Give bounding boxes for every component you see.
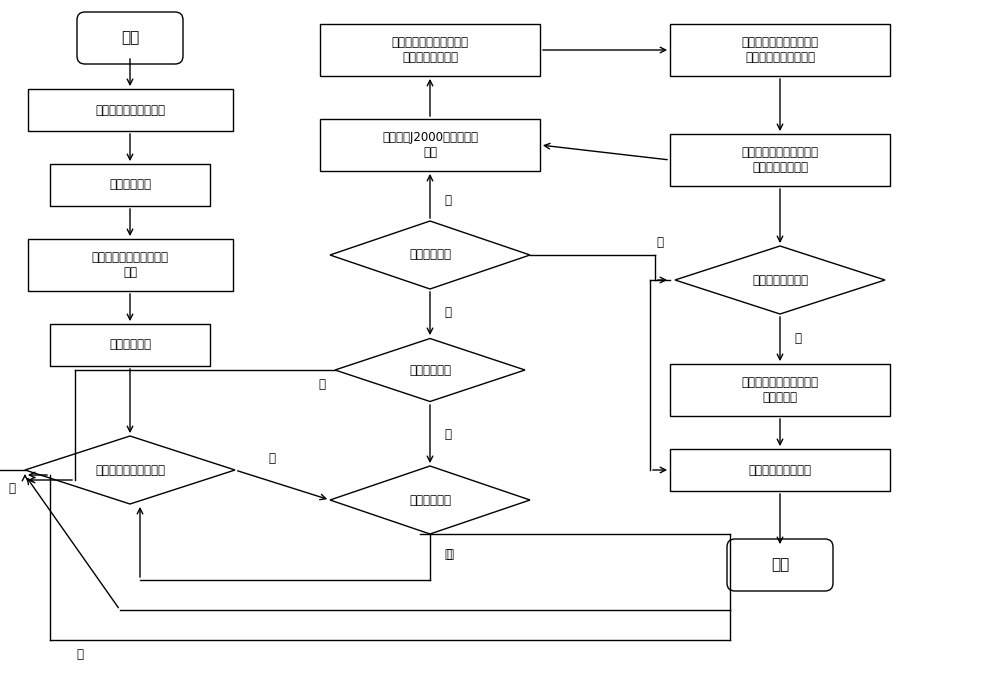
Text: 测角数据生成及输出: 测角数据生成及输出	[748, 464, 812, 477]
Text: 接收空间碎片星历数据: 接收空间碎片星历数据	[95, 464, 165, 477]
Text: 观测计划为空: 观测计划为空	[409, 363, 451, 376]
Bar	[670, 449, 890, 491]
Text: 空间碎片及太阳地平坐标
系下的方位和俯仰: 空间碎片及太阳地平坐标 系下的方位和俯仰	[742, 146, 818, 174]
Bar	[320, 24, 540, 76]
Text: 否: 否	[446, 549, 454, 562]
Polygon shape	[675, 246, 885, 314]
Text: 观测设备信息数据载入: 观测设备信息数据载入	[95, 103, 165, 116]
Text: 否: 否	[444, 306, 452, 319]
Bar	[670, 364, 890, 416]
Bar	[28, 239, 232, 291]
Text: 测站坐标J2000惯性系位置
计算: 测站坐标J2000惯性系位置 计算	[382, 131, 478, 159]
Text: 是: 是	[444, 428, 452, 440]
Text: 否: 否	[444, 549, 452, 562]
FancyBboxPatch shape	[727, 539, 833, 591]
Text: 开始: 开始	[121, 31, 139, 46]
Text: 是: 是	[444, 194, 452, 207]
Text: 否: 否	[76, 648, 84, 661]
Text: 否: 否	[318, 378, 326, 391]
Polygon shape	[330, 466, 530, 534]
Polygon shape	[25, 436, 235, 504]
Text: 观测设备可用: 观测设备可用	[409, 493, 451, 506]
Text: 观测计划之中: 观测计划之中	[409, 248, 451, 261]
Bar	[320, 119, 540, 171]
Bar	[670, 24, 890, 76]
Polygon shape	[330, 221, 530, 289]
Text: 否: 否	[8, 482, 16, 495]
Polygon shape	[335, 339, 525, 402]
Text: 结束: 结束	[771, 557, 789, 573]
Bar	[50, 324, 210, 366]
Text: 系统误差、随机误差参数
设置: 系统误差、随机误差参数 设置	[92, 251, 168, 279]
Text: 观测计划载入: 观测计划载入	[109, 339, 151, 352]
Bar	[28, 89, 232, 131]
FancyBboxPatch shape	[77, 12, 183, 64]
Text: 野值生成及添加系统误差
及随机误差: 野值生成及添加系统误差 及随机误差	[742, 376, 818, 404]
Text: 是: 是	[656, 237, 664, 250]
Text: 极移数据载入: 极移数据载入	[109, 179, 151, 192]
Text: 空间碎片地心、站心位置
及站心赤经和赤纬计算: 空间碎片地心、站心位置 及站心赤经和赤纬计算	[742, 36, 818, 64]
Bar	[670, 134, 890, 186]
Text: 是: 是	[794, 332, 802, 345]
Text: 太阳地心、站心位置及站
心赤经和赤纬计算: 太阳地心、站心位置及站 心赤经和赤纬计算	[392, 36, 468, 64]
Text: 是: 是	[268, 451, 276, 464]
Bar	[50, 164, 210, 206]
Text: 空间碎片可见分析: 空间碎片可见分析	[752, 274, 808, 287]
